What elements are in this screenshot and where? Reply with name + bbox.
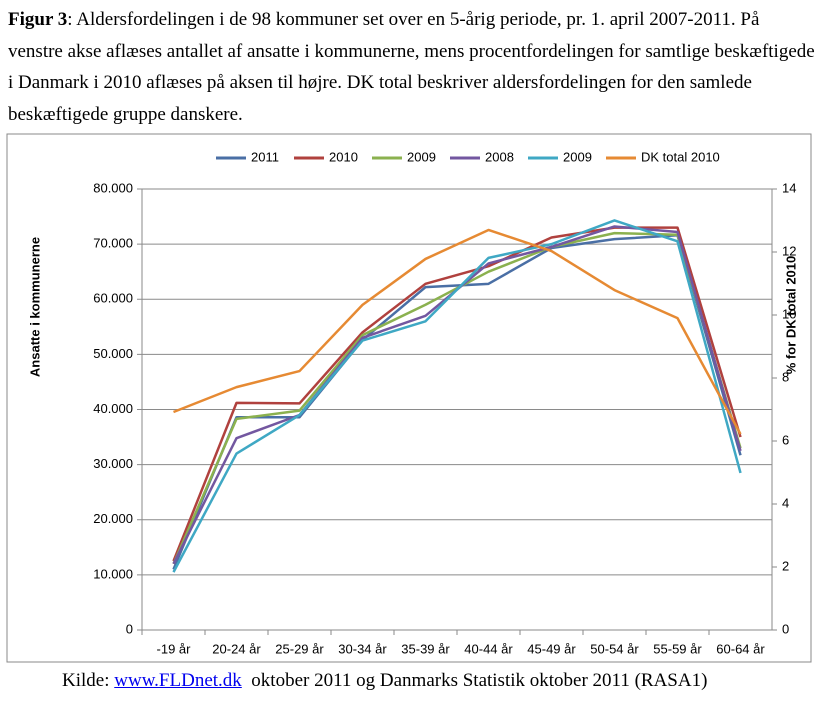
- legend-label: 2009: [407, 149, 436, 164]
- legend-label: 2011: [251, 149, 279, 164]
- y-tick-label: 60.000: [93, 291, 133, 306]
- y-tick-label: 70.000: [93, 236, 133, 251]
- series-line: [172, 234, 742, 570]
- y2-tick-label: 4: [782, 495, 789, 510]
- y-tick-label: 80.000: [93, 180, 133, 195]
- y-tick-label: 0: [126, 621, 133, 636]
- y2-tick-label: 14: [782, 180, 796, 195]
- y-tick-label: 10.000: [93, 566, 133, 581]
- caption-text: : Aldersfordelingen i de 98 kommuner set…: [8, 9, 815, 125]
- y2-tick-label: 10: [782, 306, 796, 321]
- source-link[interactable]: www.FLDnet.dk: [114, 670, 242, 691]
- source-suffix: oktober 2011 og Danmarks Statistik oktob…: [251, 670, 708, 691]
- x-tick-label: 55-59 år: [653, 641, 702, 656]
- y-tick-label: 50.000: [93, 346, 133, 361]
- source: Kilde: www.FLDnet.dk oktober 2011 og Dan…: [62, 670, 707, 692]
- y-tick-label: 30.000: [93, 456, 133, 471]
- x-tick-label: 25-29 år: [275, 641, 324, 656]
- legend-label: 2009: [563, 149, 592, 164]
- x-tick-label: -19 år: [157, 641, 192, 656]
- x-tick-label: 40-44 år: [464, 641, 513, 656]
- x-tick-label: 30-34 år: [338, 641, 387, 656]
- y2-tick-label: 0: [782, 621, 789, 636]
- x-tick-label: 35-39 år: [401, 641, 450, 656]
- caption-label: Figur 3: [8, 9, 68, 30]
- y2-tick-label: 12: [782, 243, 796, 258]
- source-prefix: Kilde:: [62, 670, 110, 691]
- caption: Figur 3: Aldersfordelingen i de 98 kommu…: [8, 4, 816, 130]
- series-line: [172, 219, 742, 573]
- y2-tick-label: 2: [782, 558, 789, 573]
- x-tick-label: 60-64 år: [716, 641, 765, 656]
- legend-label: 2010: [329, 149, 358, 164]
- y2-axis-label: % for DK total 2010: [783, 256, 798, 374]
- x-tick-label: 50-54 år: [590, 641, 639, 656]
- y2-tick-label: 8: [782, 369, 789, 384]
- x-tick-label: 45-49 år: [527, 641, 576, 656]
- legend-label: DK total 2010: [641, 149, 720, 164]
- y-axis-label: Ansatte i kommunerne: [27, 237, 42, 377]
- y2-tick-label: 6: [782, 432, 789, 447]
- y-tick-label: 20.000: [93, 511, 133, 526]
- legend-label: 2008: [485, 149, 514, 164]
- x-tick-label: 20-24 år: [212, 641, 261, 656]
- series-line: [172, 226, 742, 562]
- series-line: [173, 228, 742, 435]
- y-tick-label: 40.000: [93, 401, 133, 416]
- chart-frame: [6, 133, 812, 663]
